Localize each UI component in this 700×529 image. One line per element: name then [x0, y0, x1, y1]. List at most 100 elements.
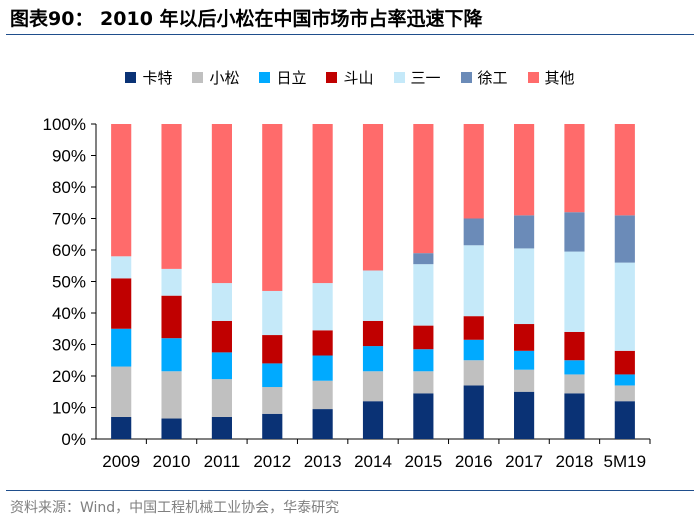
x-tick-label: 2017 — [505, 452, 543, 471]
bar-segment — [262, 124, 283, 291]
x-tick-label: 2010 — [153, 452, 191, 471]
x-tick-label: 2014 — [354, 452, 392, 471]
bar-segment — [111, 278, 132, 329]
bar-segment — [211, 320, 232, 353]
bar-segment — [614, 401, 635, 439]
bar-segment — [564, 251, 585, 332]
y-tick-label: 100% — [43, 115, 86, 134]
title-divider — [6, 34, 694, 35]
source-note: 资料来源：Wind，中国工程机械工业协会，华泰研究 — [10, 500, 340, 516]
bar-segment — [161, 124, 182, 269]
bar-segment — [111, 256, 132, 279]
x-tick-label: 2009 — [102, 452, 140, 471]
bar-segment — [514, 391, 535, 439]
bar-segment — [413, 393, 434, 439]
bar-segment — [312, 355, 333, 381]
x-tick-label: 5M19 — [604, 452, 647, 471]
legend-label: 卡特 — [142, 68, 173, 87]
bar-segment — [413, 325, 434, 350]
bar-segment — [211, 283, 232, 321]
legend-swatch — [259, 71, 271, 83]
legend-item: 日立 — [259, 67, 306, 88]
stacked-bar-chart: 0% 10% 20% 30% 40% 50% 60% 70% 80% 90% 100% 2009 201… — [43, 115, 651, 471]
bar-segment — [463, 218, 484, 246]
x-tick-label: 2016 — [455, 452, 493, 471]
y-tick-label: 40% — [52, 304, 86, 323]
bar-segment — [312, 380, 333, 410]
y-tick-label: 70% — [52, 210, 86, 229]
bar-segment — [161, 338, 182, 372]
legend-swatch — [125, 71, 137, 83]
bar-segment — [463, 339, 484, 361]
bar-segment — [111, 124, 132, 257]
legend-item: 斗山 — [326, 67, 374, 88]
legend-label: 徐工 — [477, 68, 508, 87]
bar-segment — [614, 215, 635, 263]
legend-item: 徐工 — [460, 67, 508, 88]
bar-segment — [111, 416, 132, 439]
y-tick-label: 30% — [52, 336, 86, 355]
bar-segment — [514, 324, 535, 351]
bar-segment — [564, 360, 585, 375]
x-tick-label: 2013 — [304, 452, 342, 471]
bar-segment — [514, 369, 535, 392]
y-tick-label: 90% — [52, 147, 86, 166]
bar-segment — [614, 385, 635, 402]
bar-segment — [463, 124, 484, 219]
bar-segment — [413, 371, 434, 394]
bar-segment — [514, 124, 535, 216]
bar-segment — [463, 245, 484, 317]
bar-segment — [312, 409, 333, 439]
x-tick-label: 2011 — [204, 452, 241, 471]
bar-segment — [211, 416, 232, 439]
y-tick-label: 80% — [52, 178, 86, 197]
y-tick-label: 60% — [52, 241, 86, 260]
bar-segment — [262, 335, 283, 364]
bar-segment — [362, 401, 384, 439]
legend-label: 三一 — [410, 68, 441, 87]
y-tick-label: 20% — [52, 367, 86, 386]
bar-segment — [413, 253, 434, 265]
y-tick-label: 10% — [52, 399, 86, 418]
bar-segment — [211, 352, 232, 380]
bar-segment — [514, 350, 535, 370]
legend-label: 小松 — [209, 68, 240, 87]
bar-segment — [262, 387, 283, 414]
bar-segment — [161, 295, 182, 339]
bar-segment — [413, 264, 434, 326]
bar-segment — [564, 212, 585, 252]
chart-legend: 卡特 小松 日立 斗山 三一 徐工 其他 — [0, 66, 700, 88]
legend-swatch — [393, 71, 405, 83]
y-tick-label: 0% — [61, 430, 86, 449]
bar-segment — [463, 316, 484, 340]
bar-segment — [362, 320, 384, 347]
legend-swatch — [326, 71, 338, 83]
bar-segment — [564, 374, 585, 394]
legend-item: 卡特 — [125, 67, 172, 88]
bar-segment — [161, 371, 182, 419]
bar-segment — [161, 268, 182, 296]
y-tick-label: 50% — [52, 273, 86, 292]
bar-segment — [262, 363, 283, 388]
legend-swatch — [192, 71, 204, 83]
legend-label: 日立 — [276, 68, 307, 87]
legend-item: 三一 — [393, 67, 441, 88]
legend-label: 斗山 — [343, 68, 374, 87]
legend-item: 其他 — [527, 67, 575, 88]
figure-title: 图表90： 2010 年以后小松在中国市场市占率迅速下降 — [10, 8, 483, 30]
bar-segment — [362, 371, 384, 402]
bar-segment — [463, 385, 484, 439]
legend-label: 其他 — [544, 68, 575, 87]
bar-segment — [362, 124, 384, 271]
bar-segment — [161, 418, 182, 439]
x-tick-label: 2018 — [556, 452, 594, 471]
x-tick-label: 2012 — [253, 452, 291, 471]
bar-segment — [514, 215, 535, 249]
bar-segment — [614, 124, 635, 216]
bar-segment — [262, 413, 283, 439]
bar-segment — [614, 374, 635, 386]
bar-segment — [564, 124, 585, 213]
bar-segment — [312, 124, 333, 284]
bar-segment — [362, 346, 384, 372]
bar-segment — [514, 248, 535, 325]
